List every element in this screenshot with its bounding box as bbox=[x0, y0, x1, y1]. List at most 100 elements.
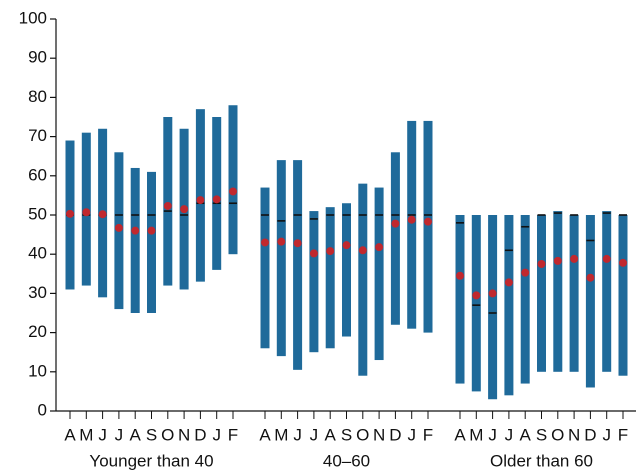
range-bar bbox=[309, 211, 319, 353]
dot-marker bbox=[293, 239, 302, 248]
dot-marker bbox=[424, 217, 432, 226]
x-tick-label: J bbox=[115, 425, 124, 444]
y-tick-label: 80 bbox=[28, 87, 47, 106]
x-tick-label: D bbox=[194, 425, 206, 444]
x-tick-label: J bbox=[310, 425, 319, 444]
range-bar bbox=[471, 215, 481, 392]
dot-marker bbox=[553, 256, 562, 265]
dot-marker bbox=[342, 241, 351, 250]
dot-marker bbox=[537, 260, 546, 268]
y-tick-label: 0 bbox=[38, 400, 47, 419]
x-tick-label: M bbox=[79, 425, 93, 444]
y-tick-label: 40 bbox=[28, 244, 47, 263]
y-tick-label: 100 bbox=[19, 8, 47, 27]
y-tick-label: 10 bbox=[28, 361, 47, 380]
group-label: Older than 60 bbox=[490, 451, 593, 470]
range-bar bbox=[407, 120, 417, 329]
range-bar bbox=[423, 120, 433, 333]
dot-marker bbox=[521, 268, 530, 277]
dot-marker bbox=[261, 238, 269, 247]
range-bar bbox=[147, 171, 156, 313]
dot-marker bbox=[114, 223, 123, 232]
range-bar bbox=[488, 215, 498, 400]
dot-marker bbox=[131, 226, 140, 235]
x-tick-label: O bbox=[356, 425, 369, 444]
x-tick-label: N bbox=[568, 425, 580, 444]
dot-marker bbox=[277, 237, 286, 246]
x-tick-label: F bbox=[618, 425, 628, 444]
range-bar bbox=[228, 105, 238, 255]
dot-marker bbox=[358, 246, 367, 255]
range-bar bbox=[455, 215, 465, 384]
range-bar bbox=[293, 160, 303, 370]
range-bar bbox=[602, 211, 612, 372]
dot-marker bbox=[66, 209, 74, 218]
dot-marker bbox=[147, 226, 156, 235]
dot-marker bbox=[391, 219, 400, 228]
dot-marker bbox=[619, 258, 627, 267]
x-tick-label: D bbox=[584, 425, 596, 444]
range-bar bbox=[342, 203, 351, 337]
x-tick-label: A bbox=[454, 425, 466, 444]
x-tick-label: N bbox=[178, 425, 190, 444]
y-tick-label: 50 bbox=[28, 204, 47, 223]
range-bar bbox=[504, 215, 514, 396]
x-tick-label: J bbox=[407, 425, 416, 444]
dot-marker bbox=[504, 278, 513, 287]
x-tick-label: J bbox=[505, 425, 514, 444]
x-tick-label: A bbox=[325, 425, 337, 444]
dot-marker bbox=[309, 249, 318, 258]
dot-marker bbox=[196, 196, 205, 205]
x-tick-label: J bbox=[488, 425, 497, 444]
range-bar bbox=[537, 215, 546, 372]
dot-marker bbox=[407, 215, 416, 224]
range-bar bbox=[374, 187, 384, 361]
x-tick-label: M bbox=[274, 425, 288, 444]
dot-marker bbox=[602, 254, 611, 263]
x-tick-label: S bbox=[536, 425, 547, 444]
range-bar bbox=[260, 187, 270, 349]
x-tick-label: A bbox=[64, 425, 76, 444]
range-bar bbox=[569, 215, 579, 372]
range-bar bbox=[195, 109, 205, 282]
y-tick-label: 20 bbox=[28, 322, 47, 341]
dot-marker bbox=[456, 271, 464, 280]
range-bar bbox=[390, 152, 400, 325]
range-bar bbox=[212, 117, 222, 270]
dot-marker bbox=[82, 208, 91, 217]
x-tick-label: J bbox=[98, 425, 107, 444]
x-tick-label: J bbox=[212, 425, 221, 444]
x-tick-label: N bbox=[373, 425, 385, 444]
x-tick-label: F bbox=[423, 425, 433, 444]
y-tick-label: 30 bbox=[28, 283, 47, 302]
range-bar bbox=[553, 211, 563, 372]
dot-marker bbox=[586, 273, 595, 282]
x-tick-label: O bbox=[551, 425, 564, 444]
dot-marker bbox=[570, 254, 579, 263]
x-tick-label: S bbox=[341, 425, 352, 444]
range-bar bbox=[358, 183, 368, 376]
x-tick-label: M bbox=[469, 425, 483, 444]
dot-marker bbox=[180, 205, 189, 214]
x-tick-label: A bbox=[259, 425, 271, 444]
x-tick-label: D bbox=[389, 425, 401, 444]
dot-marker bbox=[98, 210, 107, 219]
x-tick-label: A bbox=[130, 425, 142, 444]
x-tick-label: J bbox=[602, 425, 611, 444]
dot-marker bbox=[212, 195, 221, 204]
dot-marker bbox=[375, 243, 384, 252]
range-bar bbox=[130, 167, 140, 313]
y-tick-label: 60 bbox=[28, 165, 47, 184]
group-label: 40–60 bbox=[323, 451, 370, 470]
range-bar bbox=[585, 215, 595, 388]
x-tick-label: O bbox=[161, 425, 174, 444]
x-tick-label: A bbox=[520, 425, 532, 444]
dot-marker bbox=[229, 187, 237, 196]
dot-marker bbox=[488, 289, 497, 298]
range-bar bbox=[276, 160, 286, 357]
range-bar bbox=[325, 207, 335, 349]
y-tick-label: 90 bbox=[28, 48, 47, 67]
range-bar bbox=[520, 215, 530, 384]
x-tick-label: J bbox=[293, 425, 302, 444]
